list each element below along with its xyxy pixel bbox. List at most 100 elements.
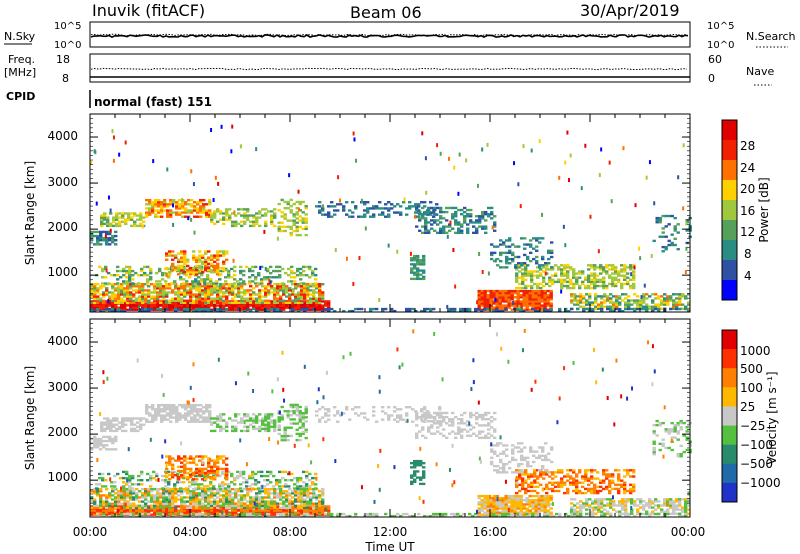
heatmap-cell [138, 511, 142, 514]
heatmap-cell [123, 498, 127, 501]
heatmap-cell [116, 282, 120, 285]
heatmap-cell [484, 227, 488, 230]
heatmap-cell [545, 266, 549, 269]
heatmap-cell [270, 513, 274, 516]
heatmap-cell [478, 251, 481, 256]
heatmap-cell [252, 306, 256, 309]
heatmap-cell [291, 490, 295, 493]
heatmap-cell [198, 287, 202, 290]
heatmap-cell [222, 293, 226, 296]
heatmap-cell [573, 299, 577, 302]
heatmap-cell [225, 506, 229, 510]
heatmap-cell [139, 214, 143, 217]
heatmap-cell [139, 224, 143, 228]
heatmap-cell [108, 243, 112, 246]
heatmap-cell [201, 505, 205, 508]
heatmap-cell [102, 435, 106, 439]
heatmap-cell [255, 421, 259, 424]
heatmap-cell [251, 476, 255, 480]
heatmap-cell [255, 496, 259, 499]
heatmap-cell [670, 214, 674, 218]
heatmap-cell [528, 296, 532, 299]
heatmap-cell [168, 511, 172, 514]
heatmap-cell [264, 419, 268, 422]
heatmap-cell [252, 291, 256, 294]
heatmap-cell [185, 280, 189, 283]
heatmap-cell [551, 280, 555, 284]
heatmap-cell [318, 301, 322, 305]
heatmap-cell [144, 293, 148, 296]
heatmap-cell [158, 267, 162, 271]
heatmap-cell [542, 266, 546, 269]
heatmap-cell [582, 307, 586, 311]
heatmap-cell [684, 305, 688, 308]
heatmap-cell [159, 289, 163, 292]
heatmap-cell [664, 245, 668, 249]
heatmap-cell [163, 416, 167, 419]
heatmap-cell [165, 511, 169, 514]
heatmap-cell [304, 233, 308, 237]
heatmap-cell [117, 289, 121, 292]
heatmap-cell [354, 205, 358, 208]
heatmap-cell [169, 416, 173, 419]
heatmap-cell [551, 278, 555, 281]
heatmap-cell [336, 203, 340, 206]
heatmap-cell [275, 483, 279, 486]
heatmap-cell [171, 500, 175, 503]
heatmap-cell [276, 301, 280, 305]
heatmap-cell [481, 225, 485, 228]
heatmap-cell [105, 268, 108, 273]
heatmap-cell [123, 287, 127, 290]
heatmap-cell [162, 502, 166, 505]
heatmap-cell [93, 487, 97, 491]
heatmap-cell [180, 473, 184, 477]
heatmap-cell [186, 264, 190, 268]
heatmap-cell [435, 213, 439, 216]
heatmap-cell [124, 212, 128, 215]
heatmap-cell [129, 306, 133, 309]
heatmap-cell [186, 291, 190, 294]
heatmap-cell [663, 297, 667, 300]
heatmap-cell [454, 223, 458, 226]
heatmap-cell [484, 210, 488, 214]
heatmap-cell [160, 408, 164, 411]
heatmap-cell [664, 225, 668, 228]
heatmap-cell [609, 301, 613, 304]
heatmap-cell [219, 299, 223, 302]
heatmap-cell [433, 213, 437, 216]
heatmap-cell [623, 282, 627, 286]
heatmap-cell [569, 153, 572, 158]
heatmap-cell [219, 282, 223, 286]
heatmap-cell [300, 492, 304, 495]
heatmap-cell [615, 303, 619, 306]
heatmap-cell [611, 264, 615, 267]
heatmap-cell [390, 203, 394, 206]
heatmap-cell [267, 505, 271, 508]
heatmap-cell [184, 412, 188, 415]
heatmap-cell [191, 481, 195, 484]
heatmap-cell [297, 207, 300, 212]
heatmap-cell [593, 266, 597, 269]
heatmap-cell [306, 506, 310, 510]
heatmap-cell [617, 274, 621, 277]
heatmap-cell [567, 309, 571, 313]
heatmap-cell [300, 301, 304, 305]
heatmap-cell [560, 286, 564, 290]
heatmap-cell [249, 214, 253, 217]
heatmap-cell [257, 282, 261, 285]
heatmap-cell [100, 423, 104, 426]
heatmap-cell [260, 470, 264, 474]
heatmap-cell [183, 260, 187, 264]
heatmap-cell [156, 291, 160, 294]
heatmap-cell [294, 490, 298, 493]
heatmap-cell [139, 417, 143, 420]
heatmap-cell [454, 231, 458, 235]
heatmap-cell [195, 478, 199, 481]
heatmap-cell [104, 276, 108, 279]
heatmap-cell [684, 307, 688, 311]
heatmap-cell [183, 500, 187, 503]
heatmap-cell [454, 221, 458, 224]
heatmap-cell [498, 291, 502, 295]
heatmap-cell [183, 287, 187, 290]
heatmap-cell [516, 289, 520, 293]
